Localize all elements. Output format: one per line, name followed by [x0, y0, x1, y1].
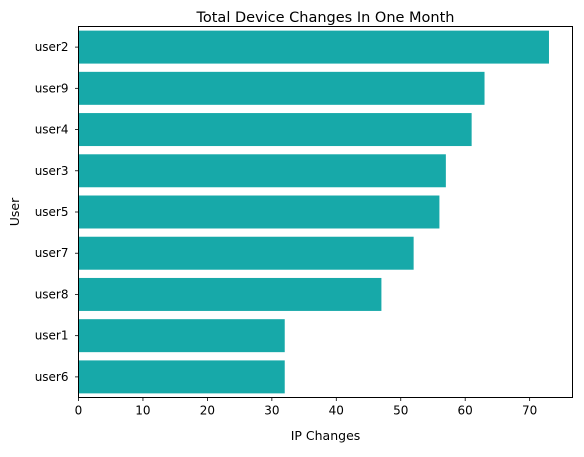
bar-user5: [78, 195, 440, 229]
x-tick-label: 30: [264, 404, 279, 418]
x-axis-label: IP Changes: [291, 428, 361, 443]
bar-user3: [78, 154, 446, 188]
y-tick-label: user7: [35, 246, 69, 260]
bar-user9: [78, 71, 485, 105]
y-axis-ticks: user2 user9 user4 user3 user5 user7 user8 user1…: [35, 40, 79, 384]
x-tick-label: 40: [329, 404, 344, 418]
x-axis-ticks: 0 10 20 30 40 50 60 70: [75, 397, 537, 418]
x-tick-label: 0: [75, 404, 83, 418]
chart-title: Total Device Changes In One Month: [195, 10, 454, 26]
y-tick-label: user5: [35, 205, 69, 219]
bar-user8: [78, 277, 382, 311]
bars-layer: [78, 30, 549, 394]
y-axis-label: User: [7, 197, 22, 226]
y-tick-label: user9: [35, 81, 69, 95]
y-tick-label: user3: [35, 164, 69, 178]
bar-user6: [78, 360, 285, 394]
y-tick-label: user6: [35, 370, 69, 384]
x-tick-label: 60: [458, 404, 473, 418]
bar-user7: [78, 236, 414, 270]
x-tick-label: 20: [200, 404, 215, 418]
y-tick-label: user4: [35, 123, 69, 137]
bar-user4: [78, 113, 472, 147]
x-tick-label: 10: [135, 404, 150, 418]
x-tick-label: 70: [522, 404, 537, 418]
y-tick-label: user1: [35, 329, 69, 343]
x-tick-label: 50: [393, 404, 408, 418]
y-tick-label: user8: [35, 287, 69, 301]
bar-user2: [78, 30, 549, 64]
y-tick-label: user2: [35, 40, 69, 54]
plot-frame: [78, 26, 573, 398]
bar-user1: [78, 319, 285, 353]
